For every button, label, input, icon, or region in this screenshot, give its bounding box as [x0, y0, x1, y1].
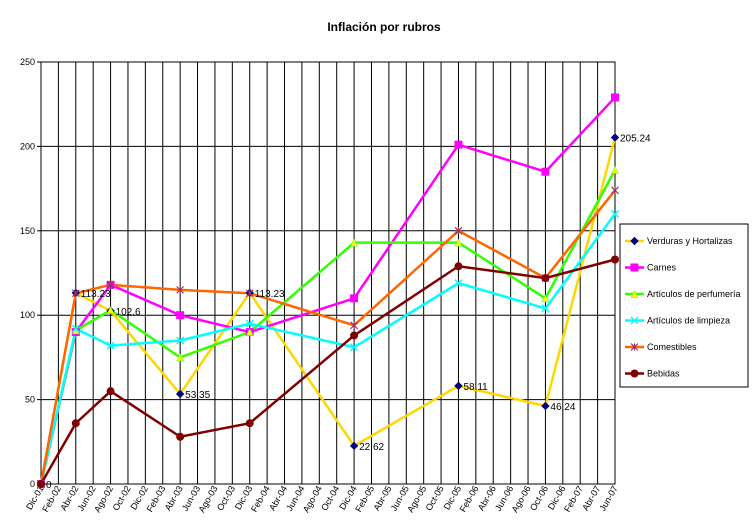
- data-point-marker: [350, 321, 359, 330]
- y-tick-label: 150: [20, 226, 35, 236]
- legend: Verduras y Hortalizas Carnes Artículos de …: [619, 223, 749, 388]
- legend-label: Artículos de perfumería: [647, 289, 741, 299]
- data-point-marker: [350, 343, 359, 352]
- data-point-marker: [454, 140, 463, 149]
- data-point-marker: [37, 480, 45, 488]
- y-tick-label: 200: [20, 141, 35, 151]
- data-point-marker: [610, 209, 620, 218]
- legend-label: Comestibles: [647, 342, 697, 352]
- data-point-marker: [630, 289, 639, 298]
- data-label: 0: [46, 480, 52, 491]
- y-tick-label: 50: [25, 395, 35, 405]
- data-point-marker: [541, 401, 550, 411]
- legend-label: Verduras y Hortalizas: [647, 236, 733, 246]
- data-point-marker: [611, 93, 619, 102]
- data-label: 102.6: [116, 307, 141, 318]
- data-point-marker: [541, 304, 550, 313]
- plot-border: [40, 61, 616, 485]
- legend-label: Bebidas: [647, 369, 680, 379]
- data-point-marker: [245, 419, 254, 428]
- data-point-marker: [630, 263, 639, 272]
- data-point-marker: [245, 289, 254, 298]
- data-point-marker: [454, 262, 463, 271]
- data-label: 22.62: [359, 442, 384, 453]
- data-point-marker: [176, 336, 185, 345]
- data-point-marker: [71, 419, 80, 428]
- data-point-marker: [541, 167, 550, 176]
- data-point-marker: [245, 328, 254, 336]
- data-point-marker: [176, 285, 185, 294]
- legend-label: Artículos de limpieza: [647, 316, 730, 326]
- data-point-marker: [106, 306, 115, 314]
- data-point-marker: [106, 341, 115, 350]
- legend-label: Carnes: [647, 263, 677, 273]
- data-point-marker: [71, 289, 80, 298]
- legend-box: [619, 223, 749, 388]
- data-labels: 0 113.23 102.6 53.35 113.23 22.62 58.11 46.24 20…: [46, 134, 651, 491]
- data-label: 46.24: [550, 402, 575, 413]
- data-point-marker: [611, 186, 619, 195]
- data-label: 205.24: [620, 134, 651, 145]
- data-point-marker: [349, 441, 359, 451]
- data-point-marker: [541, 294, 550, 303]
- data-point-marker: [71, 324, 80, 333]
- data-label: 53.35: [185, 390, 210, 401]
- data-point-marker: [350, 238, 358, 247]
- data-point-marker: [454, 226, 463, 235]
- data-point-marker: [630, 236, 639, 246]
- data-point-marker: [350, 294, 359, 303]
- data-point-marker: [106, 280, 115, 289]
- data-point-marker: [454, 279, 463, 288]
- data-point-marker: [176, 353, 185, 362]
- data-point-marker: [611, 255, 619, 264]
- y-tick-label: 0: [30, 479, 35, 489]
- chart-title: Inflación por rubros: [327, 20, 441, 34]
- data-label: 58.11: [463, 382, 488, 393]
- y-tick-label: 100: [20, 310, 35, 320]
- data-point-marker: [245, 319, 254, 328]
- series-markers: [36, 93, 620, 489]
- data-point-marker: [630, 316, 639, 325]
- data-point-marker: [350, 331, 359, 340]
- y-tick-label: 250: [20, 57, 35, 67]
- data-point-marker: [610, 133, 620, 142]
- data-point-marker: [630, 343, 639, 351]
- data-point-marker: [176, 311, 185, 320]
- data-point-marker: [541, 274, 550, 283]
- data-point-marker: [454, 381, 463, 391]
- data-point-marker: [454, 238, 463, 247]
- data-label: 113.23: [81, 289, 111, 300]
- data-point-marker: [611, 165, 619, 174]
- plot-area: [41, 62, 615, 484]
- data-point-marker: [106, 387, 115, 396]
- data-point-marker: [176, 432, 185, 441]
- data-label: 113.23: [255, 289, 285, 300]
- data-point-marker: [175, 389, 185, 399]
- data-point-marker: [630, 369, 639, 378]
